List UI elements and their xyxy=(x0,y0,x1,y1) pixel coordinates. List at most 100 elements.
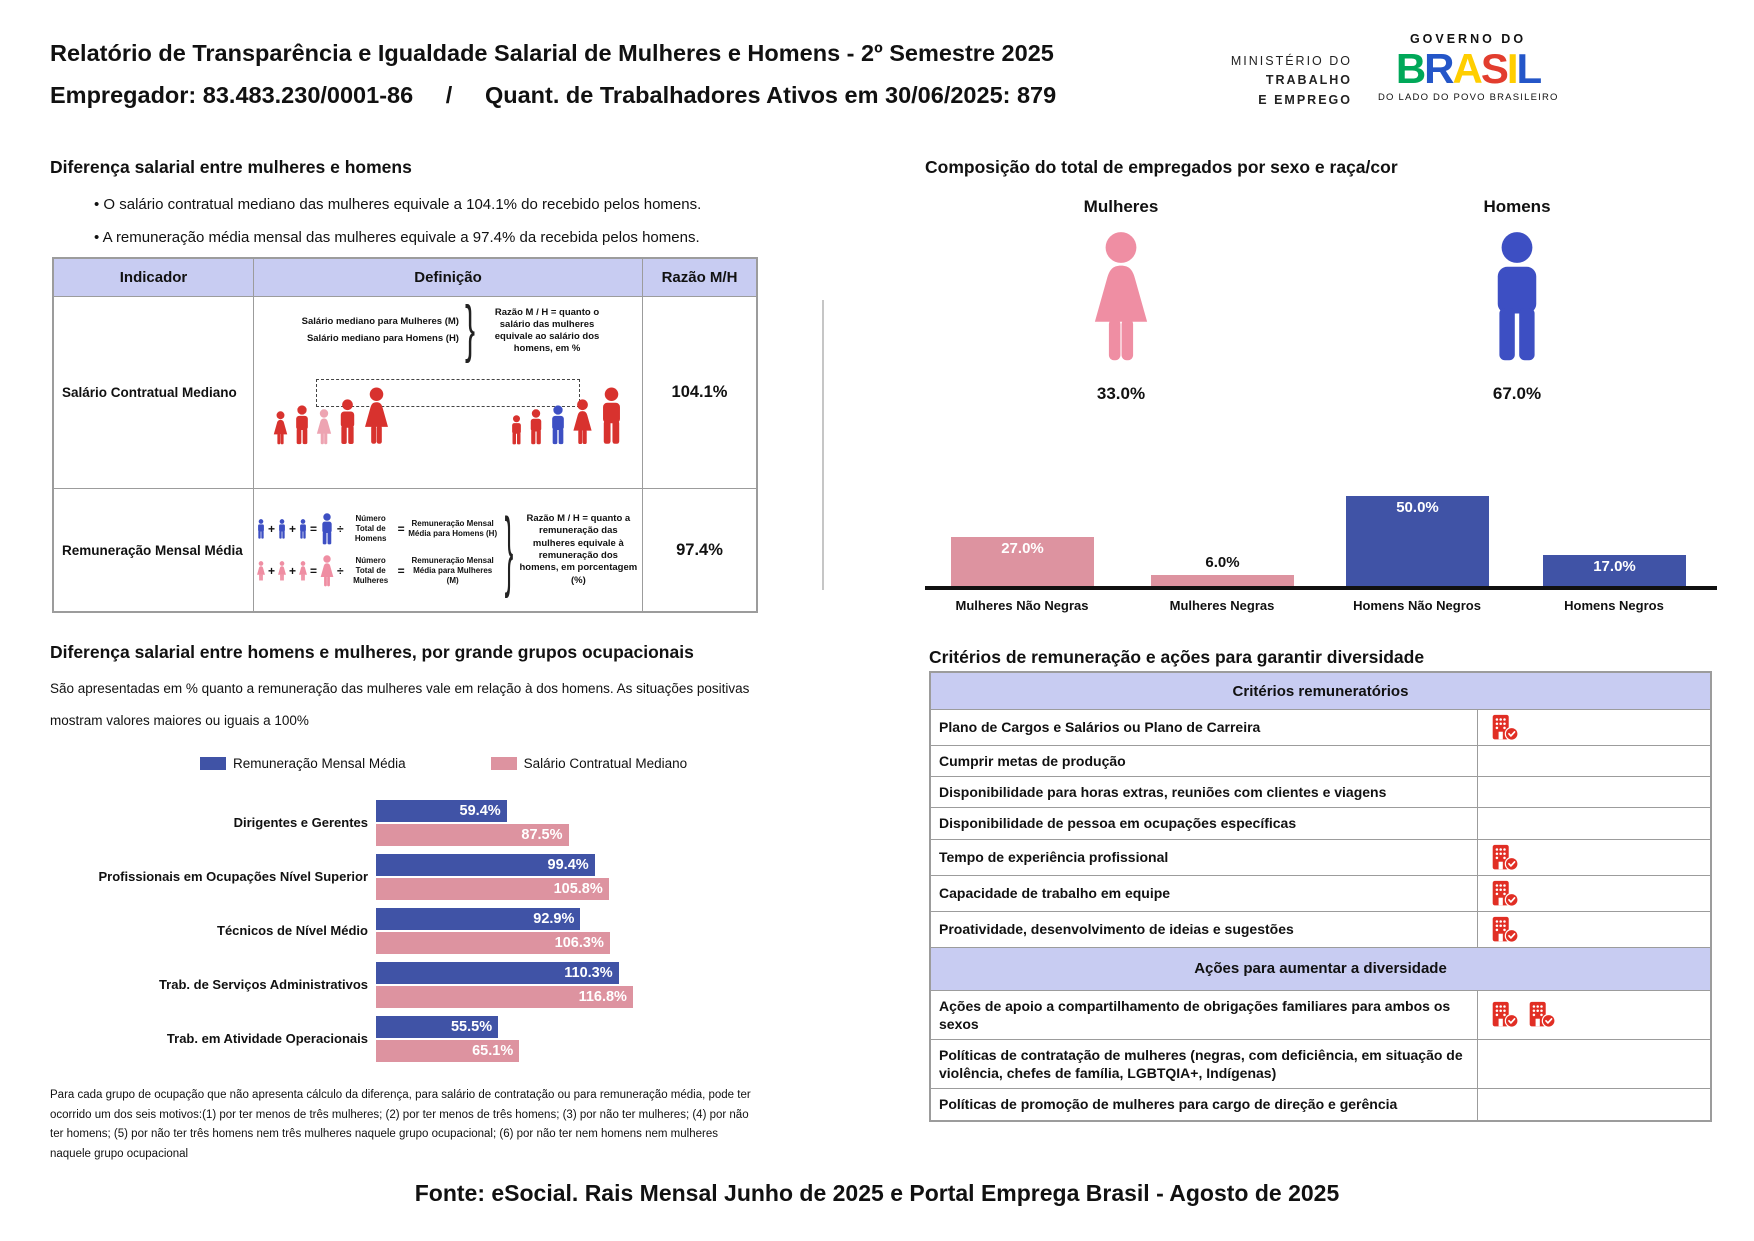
brasil-letter: L xyxy=(1516,45,1543,92)
bar-value-label: 65.1% xyxy=(472,1043,514,1059)
woman-icon xyxy=(1088,231,1154,363)
legend-item: Remuneração Mensal Média xyxy=(200,756,406,771)
occupational-bar: 87.5% xyxy=(376,824,569,846)
indicator-row-2-ratio: 97.4% xyxy=(676,540,723,559)
female-pictogram: Mulheres 33.0% xyxy=(1021,197,1221,404)
occupational-category-label: Dirigentes e Gerentes xyxy=(233,814,368,830)
formula-number-label: Número Total de Homens xyxy=(354,514,387,543)
bar-value-label: 87.5% xyxy=(521,827,563,843)
brace-glyph: } xyxy=(504,497,514,600)
page-title: Relatório de Transparência e Igualdade S… xyxy=(50,40,1054,66)
criteria-check-cell xyxy=(1478,710,1710,745)
bar-value-label: 59.4% xyxy=(459,803,501,819)
math-operator: = xyxy=(397,564,405,578)
indicator-table-header-definicao: Definição xyxy=(254,259,643,297)
gov-logo-top-text: GOVERNO DO xyxy=(1409,32,1527,46)
brasil-letter: B xyxy=(1395,45,1426,92)
formula-number-label: Número Total de Mulheres xyxy=(353,556,389,585)
occupational-group: Dirigentes e Gerentes 59.4% 87.5% xyxy=(50,800,750,846)
occupational-bar: 110.3% xyxy=(376,962,619,984)
bar-value-label: 55.5% xyxy=(450,1019,493,1035)
occupational-bar: 65.1% xyxy=(376,1040,520,1062)
criteria-check-cell xyxy=(1478,1040,1710,1088)
woman-icon xyxy=(277,561,287,581)
criteria-row: Cumprir metas de produção xyxy=(931,746,1710,778)
gov-logo-tagline: DO LADO DO POVO BRASILEIRO xyxy=(1378,92,1559,103)
woman-icon xyxy=(315,409,333,445)
occupational-subtitle-2: mostram valores maiores ou iguais a 100% xyxy=(50,713,309,728)
indicator-row-2-definition: + + = ÷ Número Total de Homens = Remuneração M… xyxy=(254,489,643,611)
formula-remuneration-label: Remuneração Mensal Média para Homens (H) xyxy=(408,519,498,538)
brasil-letter: R xyxy=(1424,45,1454,92)
building-check-icon xyxy=(1527,1001,1556,1028)
def2-note: Razão M / H = quanto a remuneração das m… xyxy=(519,512,638,586)
composition-bar-chart: 27.0% 6.0% 50.0% 17.0% xyxy=(925,478,1717,590)
composition-bar: 6.0% xyxy=(1151,554,1294,586)
criteria-label: Plano de Cargos e Salários ou Plano de C… xyxy=(931,710,1478,745)
legend-label: Salário Contratual Mediano xyxy=(523,756,688,771)
criteria-label: Ações de apoio a compartilhamento de obr… xyxy=(931,990,1478,1039)
building-check-icon xyxy=(1490,880,1519,907)
occupational-bar-chart: Dirigentes e Gerentes 59.4% 87.5% Profissio… xyxy=(50,800,750,1070)
composition-bar: 27.0% xyxy=(951,537,1094,586)
occupational-subtitle-1: São apresentadas em % quanto a remuneraç… xyxy=(50,681,750,696)
criteria-label: Capacidade de trabalho em equipe xyxy=(931,875,1478,911)
bar-value-label: 6.0% xyxy=(1205,554,1240,572)
criteria-check-cell xyxy=(1478,912,1710,947)
people-illustration xyxy=(258,371,638,447)
building-check-icon xyxy=(1490,1001,1519,1028)
math-operator: + xyxy=(268,522,276,536)
legend-swatch xyxy=(200,757,226,770)
man-icon xyxy=(256,519,266,539)
occupational-bars: 92.9% 106.3% xyxy=(376,908,610,956)
woman-icon xyxy=(319,555,335,587)
man-icon xyxy=(597,387,626,445)
female-label: Mulheres xyxy=(1083,197,1159,216)
man-icon xyxy=(1484,231,1550,363)
brasil-wordmark: BRASIL xyxy=(1378,48,1558,90)
criteria-title: Critérios de remuneração e ações para ga… xyxy=(929,647,1425,667)
man-icon xyxy=(527,409,545,445)
brace-glyph: } xyxy=(464,295,476,365)
criteria-check-cell xyxy=(1478,1089,1710,1119)
formula-row: + + = ÷ Número Total de Homens = Remuneração M… xyxy=(256,513,499,545)
occupational-bar: 99.4% xyxy=(376,854,595,876)
occupational-bar: 59.4% xyxy=(376,800,507,822)
female-pct: 33.0% xyxy=(1096,384,1146,403)
male-pct: 67.0% xyxy=(1492,384,1542,403)
man-icon xyxy=(277,519,287,539)
math-operator: = xyxy=(397,522,405,536)
occupational-bar: 92.9% xyxy=(376,908,581,930)
man-icon xyxy=(336,399,359,445)
salary-diff-bullet-1: O salário contratual mediano das mulhere… xyxy=(94,196,701,213)
composition-category-label: Mulheres Negras xyxy=(1169,598,1275,613)
male-pictogram: Homens 67.0% xyxy=(1417,197,1617,404)
bar-value-label: 50.0% xyxy=(1396,499,1439,516)
salary-diff-bullet-2: A remuneração média mensal das mulheres … xyxy=(94,229,700,246)
gov-brasil-logo: GOVERNO DO BRASIL DO LADO DO POVO BRASIL… xyxy=(1378,32,1558,103)
criteria-check-cell xyxy=(1478,777,1710,807)
chart-baseline xyxy=(925,586,1717,590)
formula-row: + + = ÷ Número Total de Mulheres = Remuneração… xyxy=(256,555,499,587)
criteria-row: Políticas de contratação de mulheres (ne… xyxy=(931,1039,1710,1090)
woman-icon xyxy=(256,561,266,581)
employer-subtitle: Empregador: 83.483.230/0001-86 / Quant. … xyxy=(50,82,1057,108)
bar-value-label: 116.8% xyxy=(578,989,627,1005)
criteria-label: Tempo de experiência profissional xyxy=(931,839,1478,875)
man-icon xyxy=(509,415,524,445)
criteria-check-cell xyxy=(1478,840,1710,875)
criteria-label: Políticas de contratação de mulheres (ne… xyxy=(931,1039,1478,1089)
criteria-label: Proatividade, desenvolvimento de ideias … xyxy=(931,911,1478,947)
occupational-bar: 55.5% xyxy=(376,1016,499,1038)
legend-swatch xyxy=(490,757,517,770)
math-operator: + xyxy=(289,522,297,536)
woman-icon xyxy=(298,561,308,581)
woman-icon xyxy=(362,387,391,445)
criteria-section-2-header: Ações para aumentar a diversidade xyxy=(931,946,1710,991)
criteria-row: Políticas de promoção de mulheres para c… xyxy=(931,1089,1710,1120)
criteria-row: Proatividade, desenvolvimento de ideias … xyxy=(931,911,1710,947)
math-operator: = xyxy=(310,522,318,536)
occupational-title: Diferença salarial entre homens e mulher… xyxy=(50,642,694,662)
brasil-letter: A xyxy=(1452,45,1483,92)
